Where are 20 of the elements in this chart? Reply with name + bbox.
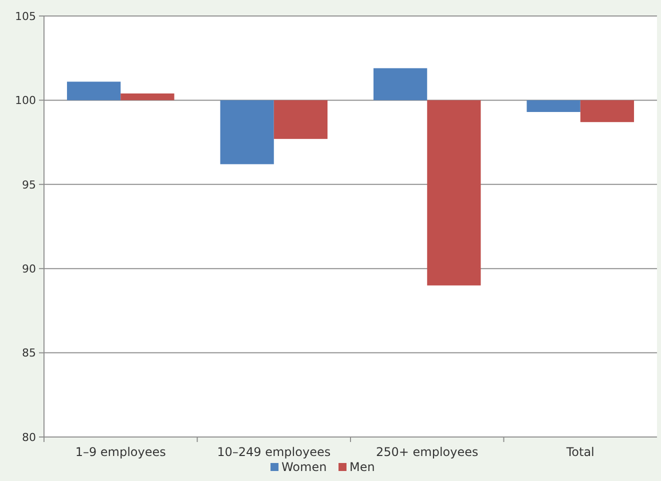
bar	[120, 93, 174, 100]
y-tick-label: 90	[22, 262, 36, 276]
x-tick-label: 250+ employees	[376, 445, 478, 459]
bar	[427, 100, 481, 286]
bar	[580, 100, 634, 122]
y-tick-label: 80	[22, 430, 36, 444]
bar	[373, 68, 428, 100]
bar	[66, 82, 121, 100]
bar	[274, 100, 328, 139]
bar	[220, 100, 274, 164]
y-tick-label: 85	[22, 346, 36, 360]
y-tick-label: 105	[15, 10, 36, 23]
x-tick-label: 1–9 employees	[75, 445, 166, 459]
legend-label: Men	[350, 460, 375, 474]
x-tick-label: 10–249 employees	[217, 445, 331, 459]
bar	[526, 100, 580, 112]
y-tick-label: 95	[22, 178, 36, 192]
y-tick-label: 100	[15, 94, 36, 108]
x-tick-label: Total	[565, 445, 594, 459]
legend-label: Women	[282, 460, 327, 474]
